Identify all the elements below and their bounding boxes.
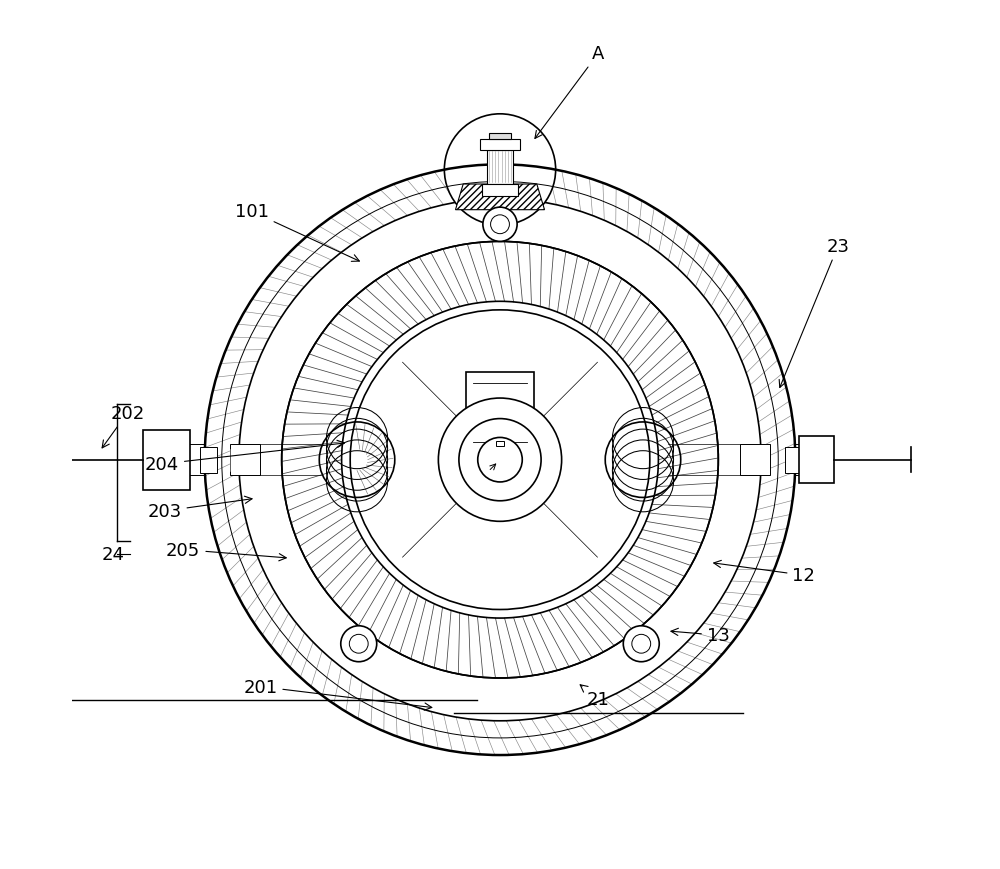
Text: 13: 13 <box>671 627 730 645</box>
Bar <box>482 185 518 196</box>
Text: 12: 12 <box>714 561 815 585</box>
Text: 21: 21 <box>580 685 610 708</box>
Circle shape <box>478 438 522 482</box>
Text: 23: 23 <box>779 237 850 388</box>
Text: 202: 202 <box>102 404 145 448</box>
Circle shape <box>239 199 761 721</box>
Bar <box>487 150 513 185</box>
Bar <box>489 134 511 140</box>
Bar <box>799 437 834 483</box>
Polygon shape <box>455 185 545 210</box>
Circle shape <box>459 419 541 501</box>
Circle shape <box>282 242 718 678</box>
Bar <box>200 447 217 474</box>
Circle shape <box>491 216 509 235</box>
Bar <box>230 445 260 475</box>
Bar <box>143 430 190 490</box>
Circle shape <box>341 626 377 662</box>
Bar <box>785 447 802 474</box>
Circle shape <box>632 634 651 653</box>
Circle shape <box>438 399 562 521</box>
Bar <box>480 140 520 150</box>
Circle shape <box>623 626 659 662</box>
Circle shape <box>444 115 556 226</box>
Text: 24: 24 <box>102 545 125 563</box>
Bar <box>466 373 534 454</box>
Circle shape <box>350 310 650 610</box>
Text: A: A <box>535 45 605 139</box>
Text: 101: 101 <box>235 203 359 262</box>
Circle shape <box>483 208 517 242</box>
Circle shape <box>349 634 368 653</box>
Text: 201: 201 <box>243 678 432 710</box>
Text: 203: 203 <box>147 496 252 521</box>
Text: 205: 205 <box>166 541 286 561</box>
Bar <box>740 445 770 475</box>
Text: 204: 204 <box>145 441 344 474</box>
Bar <box>496 441 504 447</box>
